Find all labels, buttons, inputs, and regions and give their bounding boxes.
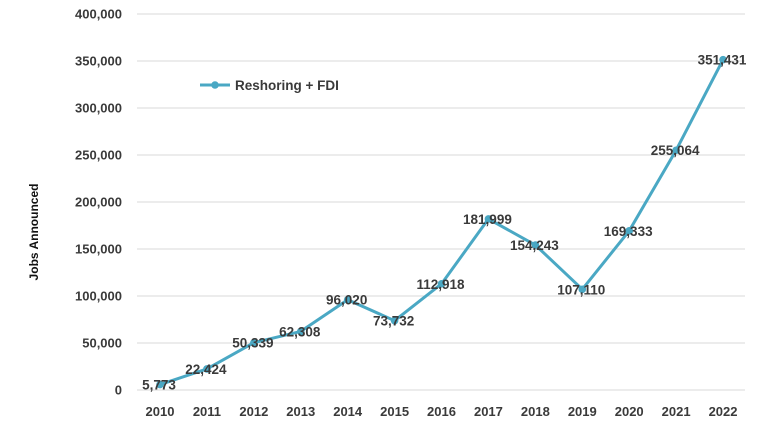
x-tick-label: 2011 bbox=[193, 404, 221, 419]
data-label: 73,732 bbox=[373, 314, 414, 329]
x-axis-ticks: 2010 2011 2012 2013 2014 2015 2016 2017 2018 2019… bbox=[146, 404, 738, 419]
data-label: 112,918 bbox=[416, 277, 465, 292]
x-tick-label: 2016 bbox=[427, 404, 456, 419]
x-tick-label: 2013 bbox=[286, 404, 315, 419]
y-tick-label: 150,000 bbox=[75, 242, 122, 257]
x-tick-label: 2012 bbox=[239, 404, 268, 419]
data-point bbox=[625, 227, 633, 235]
legend: Reshoring + FDI bbox=[200, 78, 339, 93]
gridlines bbox=[137, 13, 745, 391]
data-point bbox=[296, 327, 305, 336]
x-tick-label: 2022 bbox=[709, 404, 738, 419]
data-point bbox=[484, 215, 493, 223]
y-tick-label: 100,000 bbox=[75, 289, 122, 304]
x-tick-label: 2019 bbox=[568, 404, 597, 419]
y-tick-label: 350,000 bbox=[75, 54, 122, 69]
data-label: 22,424 bbox=[185, 362, 227, 377]
y-tick-label: 400,000 bbox=[75, 7, 122, 22]
y-tick-label: 0 bbox=[115, 383, 122, 398]
x-tick-label: 2015 bbox=[380, 404, 409, 419]
y-axis-ticks: 0 50,000 100,000 150,000 200,000 250,000 300,0… bbox=[75, 7, 122, 398]
data-label: 351,431 bbox=[698, 53, 747, 68]
data-label: 62,308 bbox=[279, 324, 321, 339]
x-tick-label: 2021 bbox=[662, 404, 691, 419]
data-point bbox=[250, 338, 258, 347]
data-point bbox=[672, 146, 680, 155]
data-point bbox=[390, 316, 399, 325]
data-label: 154,243 bbox=[510, 238, 559, 253]
y-tick-label: 50,000 bbox=[82, 336, 122, 351]
x-tick-label: 2018 bbox=[521, 404, 550, 419]
data-label: 107,110 bbox=[557, 282, 605, 297]
data-point bbox=[437, 280, 446, 288]
x-tick-label: 2020 bbox=[615, 404, 644, 419]
data-label: 255,064 bbox=[651, 143, 700, 158]
data-labels: 5,773 22,424 50,339 62,308 96,020 73,732 112,9… bbox=[142, 53, 747, 393]
data-label: 181,999 bbox=[463, 212, 512, 227]
series-markers bbox=[156, 55, 727, 389]
x-tick-label: 2014 bbox=[333, 404, 363, 419]
legend-marker-swatch bbox=[211, 81, 219, 89]
data-point bbox=[531, 241, 540, 249]
data-point bbox=[578, 285, 587, 294]
y-tick-label: 300,000 bbox=[75, 101, 122, 116]
y-axis-title: Jobs Announced bbox=[27, 184, 41, 281]
x-tick-label: 2010 bbox=[146, 404, 175, 419]
y-tick-label: 200,000 bbox=[75, 195, 122, 210]
data-label: 5,773 bbox=[142, 378, 176, 393]
legend-label: Reshoring + FDI bbox=[235, 78, 339, 93]
data-point bbox=[156, 380, 164, 389]
data-label: 169,333 bbox=[604, 224, 653, 239]
data-label: 50,339 bbox=[232, 336, 273, 351]
data-point bbox=[343, 295, 352, 304]
data-label: 96,020 bbox=[326, 293, 367, 308]
data-point bbox=[719, 55, 727, 64]
data-point bbox=[203, 365, 211, 373]
y-tick-label: 250,000 bbox=[75, 148, 122, 163]
x-tick-label: 2017 bbox=[474, 404, 503, 419]
